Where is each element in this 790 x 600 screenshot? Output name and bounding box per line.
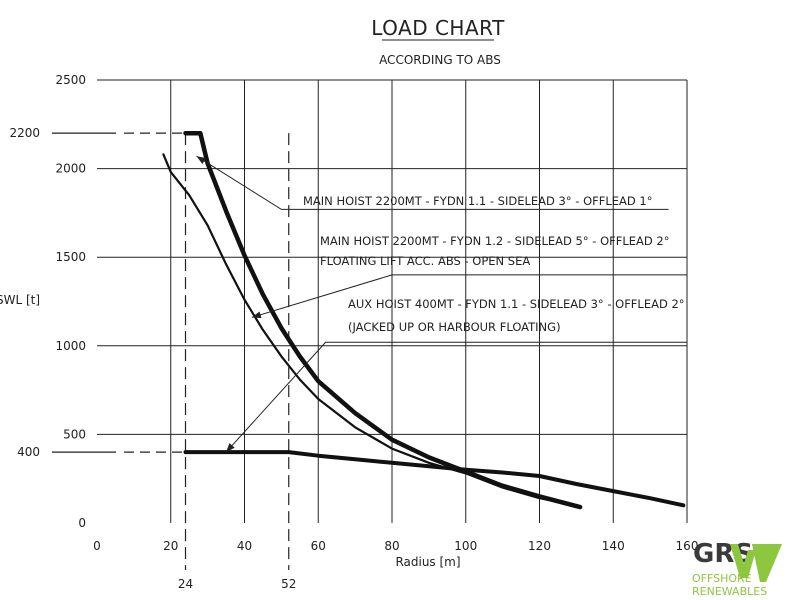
- series-0-point: [280, 327, 283, 329]
- leader-aux-hoist-arrow: [226, 443, 235, 453]
- logo-line1: OFFSHORE: [692, 572, 752, 585]
- series-2-point: [184, 451, 187, 453]
- y-tick-label: 2000: [55, 162, 86, 176]
- series-1-point: [354, 426, 356, 429]
- series-0-point: [243, 254, 246, 257]
- y-axis-label: SWL [t]: [0, 293, 40, 307]
- annotation-leaders: [196, 155, 687, 453]
- x-tick-label: 40: [237, 539, 252, 553]
- reference-label-y-2200: 2200: [9, 126, 40, 140]
- series-2-point: [575, 483, 578, 485]
- series-2-point: [317, 454, 320, 457]
- series-0-point: [538, 495, 541, 498]
- series-2-point: [538, 475, 541, 477]
- series-2-point: [464, 469, 467, 471]
- series-0-point: [225, 210, 227, 212]
- annotation-jacked-up: (JACKED UP OR HARBOUR FLOATING): [348, 320, 561, 334]
- series-2-point: [428, 465, 430, 468]
- series-0-point: [317, 380, 320, 383]
- series-0-point: [501, 484, 504, 487]
- y-tick-label: 500: [63, 427, 86, 441]
- series-1-point: [428, 461, 430, 464]
- chart-series: [162, 130, 686, 510]
- y-tick-label: 1500: [55, 250, 86, 264]
- reference-lines: [52, 132, 290, 570]
- series-2-point: [649, 497, 651, 499]
- series-0-point: [262, 293, 264, 296]
- x-tick-label: 140: [602, 539, 625, 553]
- y-tick-label: 1000: [55, 339, 86, 353]
- series-0-point: [199, 132, 202, 134]
- x-tick-label: 20: [163, 539, 178, 553]
- series-1-point: [317, 398, 320, 400]
- leader-main-hoist-1-arrow: [196, 156, 207, 164]
- series-0-point: [428, 456, 430, 459]
- grs-offshore-renewables-logo: GRS OFFSHORE RENEWABLES: [692, 539, 782, 598]
- logo-wing-icon: [752, 544, 782, 582]
- series-line-0: [183, 130, 583, 510]
- reference-label-y-400: 400: [17, 445, 40, 459]
- series-1-point: [243, 298, 246, 301]
- x-tick-label: 80: [384, 539, 399, 553]
- series-2-point: [501, 471, 504, 474]
- leader-main-hoist-2-arrow: [251, 311, 262, 319]
- series-1-point: [169, 171, 172, 173]
- series-2-point: [354, 458, 356, 461]
- chart-grid: [97, 79, 688, 523]
- series-1-point: [225, 263, 227, 266]
- series-0-point: [391, 438, 393, 441]
- series-2-point: [612, 490, 615, 492]
- annotation-aux-hoist: AUX HOIST 400MT - FYDN 1.1 - SIDELEAD 3°…: [348, 297, 685, 311]
- series-2-point: [287, 451, 290, 453]
- x-tick-label: 120: [528, 539, 551, 553]
- series-1-point: [391, 447, 393, 450]
- series-0-point: [354, 412, 356, 414]
- series-1-point: [464, 472, 467, 475]
- leader-main-hoist-2: [251, 274, 687, 318]
- annotation-main-hoist-2: MAIN HOIST 2200MT - FYDN 1.2 - SIDELEAD …: [320, 234, 669, 248]
- series-1-point: [162, 153, 165, 156]
- series-1-point: [501, 486, 504, 489]
- x-tick-label: 60: [311, 539, 326, 553]
- series-1-point: [538, 497, 541, 499]
- series-1-point: [206, 224, 209, 227]
- logo-line2: RENEWABLES: [692, 585, 767, 598]
- y-tick-label: 2500: [55, 73, 86, 87]
- x-tick-label: 0: [93, 539, 101, 553]
- series-1-point: [280, 355, 283, 358]
- series-1-point: [188, 194, 190, 196]
- y-tick-label: 0: [78, 516, 86, 530]
- chart-subtitle: ACCORDING TO ABS: [379, 53, 501, 67]
- reference-label-x-24: 24: [178, 577, 193, 591]
- series-1-point: [299, 378, 301, 381]
- series-2-point: [391, 461, 393, 464]
- leader-main-hoist-1: [196, 155, 669, 210]
- series-0-point: [299, 355, 301, 358]
- series-0-point: [579, 506, 581, 508]
- leader-aux-hoist: [225, 341, 687, 453]
- logo-chevron-icon: [730, 544, 756, 578]
- x-tick-label: 100: [454, 539, 477, 553]
- tick-labels: 0 20 40 60 80 100 120 140 160 0 500 1000 1500 2000 250…: [9, 73, 698, 591]
- series-2-point: [682, 504, 685, 507]
- series-1-point: [262, 329, 264, 331]
- annotation-main-hoist-1: MAIN HOIST 2200MT - FYDN 1.1 - SIDELEAD …: [303, 194, 652, 208]
- series-1-point: [575, 504, 578, 507]
- chart-title: LOAD CHART: [371, 16, 505, 40]
- annotation-floating-lift: FLOATING LIFT ACC. ABS - OPEN SEA: [320, 254, 530, 268]
- reference-label-x-52: 52: [281, 577, 296, 591]
- x-axis-label: Radius [m]: [395, 555, 460, 569]
- series-0-point: [184, 132, 187, 134]
- x-tick-label: 160: [676, 539, 699, 553]
